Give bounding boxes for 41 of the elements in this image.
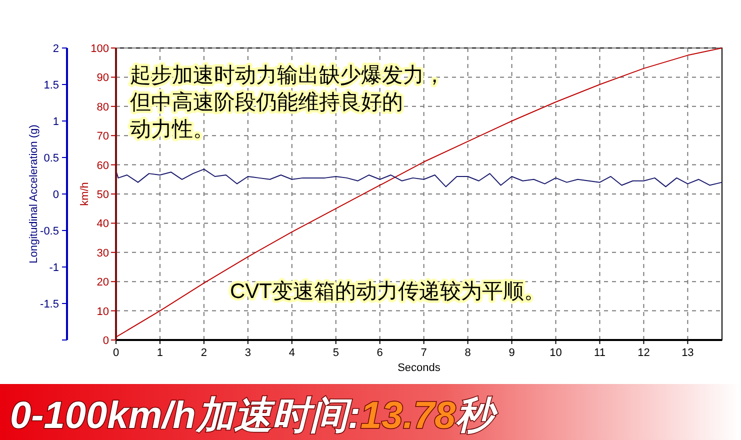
x-tick-label: 11 xyxy=(594,347,606,359)
y2-tick-label: 2 xyxy=(52,43,59,55)
y2-axis-title: Longitudinal Acceleration (g) xyxy=(28,124,40,264)
x-tick-label: 8 xyxy=(464,347,471,359)
x-tick-label: 5 xyxy=(332,347,339,359)
y-tick-label: 90 xyxy=(96,72,109,84)
y-tick-label: 20 xyxy=(96,276,109,289)
x-tick-label: 0 xyxy=(112,347,120,359)
x-tick-label: 12 xyxy=(638,347,650,359)
y-tick-label: 60 xyxy=(96,160,109,172)
y-tick-label: 10 xyxy=(96,306,109,318)
y2-tick-label: 1 xyxy=(52,116,59,128)
x-tick-label: 3 xyxy=(244,347,251,359)
x-tick-label: 1 xyxy=(156,347,164,359)
y2-tick-label: -0.5 xyxy=(40,226,59,238)
y2-tick-label: 0.5 xyxy=(44,152,59,164)
y2-tick-label: 1.5 xyxy=(44,80,59,92)
x-tick-label: 2 xyxy=(200,347,208,359)
x-tick-label: 7 xyxy=(420,347,427,359)
x-tick-label: 10 xyxy=(550,347,562,359)
y2-tick-label: 0 xyxy=(52,189,59,201)
x-tick-label: 4 xyxy=(288,347,295,359)
y-tick-label: 40 xyxy=(96,218,109,230)
y-tick-label: 30 xyxy=(96,247,109,260)
line-series xyxy=(116,168,722,188)
y2-tick-label: -1 xyxy=(49,262,59,274)
y-tick-label: 0 xyxy=(102,335,109,347)
y-tick-label: 100 xyxy=(90,43,109,55)
y-tick-label: 80 xyxy=(96,101,109,114)
x-tick-label: 6 xyxy=(376,347,383,359)
text: 0-100km/h加速时间:13.78秒 xyxy=(10,395,499,437)
x-tick-label: 13 xyxy=(682,347,694,359)
line-series xyxy=(116,48,722,338)
x-axis-title: Seconds xyxy=(398,362,441,374)
x-tick-label: 9 xyxy=(508,347,515,359)
y-tick-label: 50 xyxy=(96,189,109,201)
y-tick-label: 70 xyxy=(96,130,109,143)
annotation: 起步加速时动力输出缺少爆发力，但中高速阶段仍能维持良好的动力性。 xyxy=(130,64,445,141)
y2-tick-label: -1.5 xyxy=(40,298,59,310)
annotation: CVT变速箱的动力传递较为平顺。 xyxy=(230,280,545,303)
y-axis-title: km/h xyxy=(79,182,91,206)
